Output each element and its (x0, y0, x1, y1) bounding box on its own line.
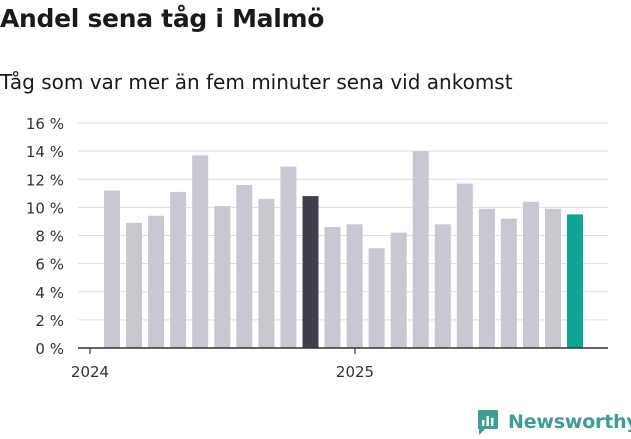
bars (104, 151, 583, 349)
bar (368, 248, 385, 348)
y-tick-label: 10 % (26, 199, 64, 217)
bar (214, 206, 231, 348)
bar (170, 191, 187, 348)
bar (302, 196, 319, 348)
newsworthy-logo-icon (478, 410, 498, 435)
bar (500, 218, 517, 348)
bar (390, 232, 407, 348)
brand-name: Newsworthy (508, 411, 631, 433)
bar (280, 166, 297, 348)
bar (236, 184, 253, 348)
chart-title: Andel sena tåg i Malmö (0, 4, 325, 33)
y-tick-label: 0 % (35, 340, 64, 358)
bar (104, 190, 120, 348)
x-tick-label: 2025 (336, 363, 374, 381)
bar (567, 214, 583, 348)
y-axis-tick-labels: 0 % 2 % 4 % 6 % 8 % 10 % 12 % 14 % 16 % (26, 115, 64, 358)
bar (346, 224, 363, 349)
bar (434, 224, 451, 349)
y-tick-label: 8 % (35, 228, 64, 246)
bar (412, 151, 429, 348)
y-tick-label: 6 % (35, 256, 64, 274)
bar (456, 183, 473, 348)
y-tick-label: 2 % (35, 312, 64, 330)
bar (545, 208, 561, 348)
y-tick-label: 4 % (35, 284, 64, 302)
bar (324, 227, 341, 348)
bar (126, 222, 143, 348)
chart-subtitle: Tåg som var mer än fem minuter sena vid … (0, 70, 513, 94)
x-axis-ticks: 2024 2025 (71, 348, 374, 381)
y-tick-label: 16 % (26, 115, 64, 133)
bar (192, 155, 209, 348)
bar (258, 198, 275, 348)
gridlines (78, 122, 608, 321)
newsworthy-logo: Newsworthy (476, 408, 631, 436)
bar (523, 201, 539, 349)
y-tick-label: 12 % (26, 171, 64, 189)
x-tick-label: 2024 (71, 363, 109, 381)
bar (478, 208, 495, 348)
y-tick-label: 14 % (26, 143, 64, 161)
bar (148, 215, 165, 348)
